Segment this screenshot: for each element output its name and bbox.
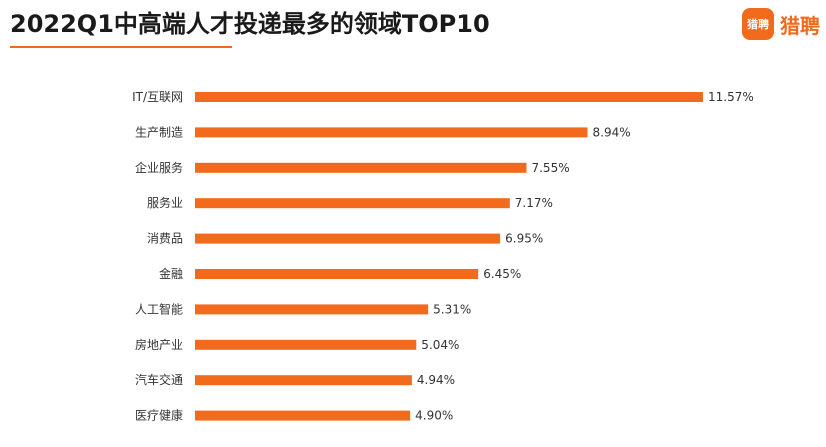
- bar: [195, 198, 510, 209]
- category-label: IT/互联网: [132, 90, 183, 104]
- bar: [195, 375, 412, 386]
- category-label: 人工智能: [135, 301, 183, 316]
- value-label: 4.94%: [417, 373, 455, 387]
- value-label: 7.55%: [531, 161, 569, 175]
- category-label: 汽车交通: [135, 372, 183, 387]
- bar: [195, 304, 429, 315]
- bar: [195, 339, 417, 350]
- liepin-logo: 猎聘 猎聘: [742, 8, 820, 40]
- category-label: 消费品: [147, 232, 183, 246]
- value-label: 11.57%: [708, 90, 754, 104]
- bar: [195, 92, 703, 102]
- category-label: 房地产业: [135, 337, 183, 352]
- bar: [195, 410, 411, 421]
- logo-text: 猎聘: [780, 13, 820, 38]
- category-label: 医疗健康: [135, 408, 183, 423]
- title-underline: [10, 46, 232, 48]
- category-label: 服务业: [147, 195, 183, 210]
- value-label: 4.90%: [415, 409, 453, 423]
- value-label: 5.31%: [433, 302, 471, 316]
- value-label: 6.95%: [505, 232, 543, 246]
- bar: [195, 269, 479, 279]
- bar: [195, 233, 501, 244]
- category-label: 企业服务: [135, 160, 183, 175]
- bar: [195, 127, 588, 138]
- bar: [195, 162, 527, 173]
- category-label: 生产制造: [135, 125, 183, 139]
- value-label: 6.45%: [483, 267, 521, 281]
- value-label: 8.94%: [593, 125, 631, 139]
- logo-badge-icon: 猎聘: [742, 8, 774, 40]
- value-label: 5.04%: [421, 338, 459, 352]
- category-label: 金融: [159, 266, 183, 281]
- chart-title: 2022Q1中高端人才投递最多的领域TOP10: [10, 10, 490, 38]
- value-label: 7.17%: [515, 196, 553, 210]
